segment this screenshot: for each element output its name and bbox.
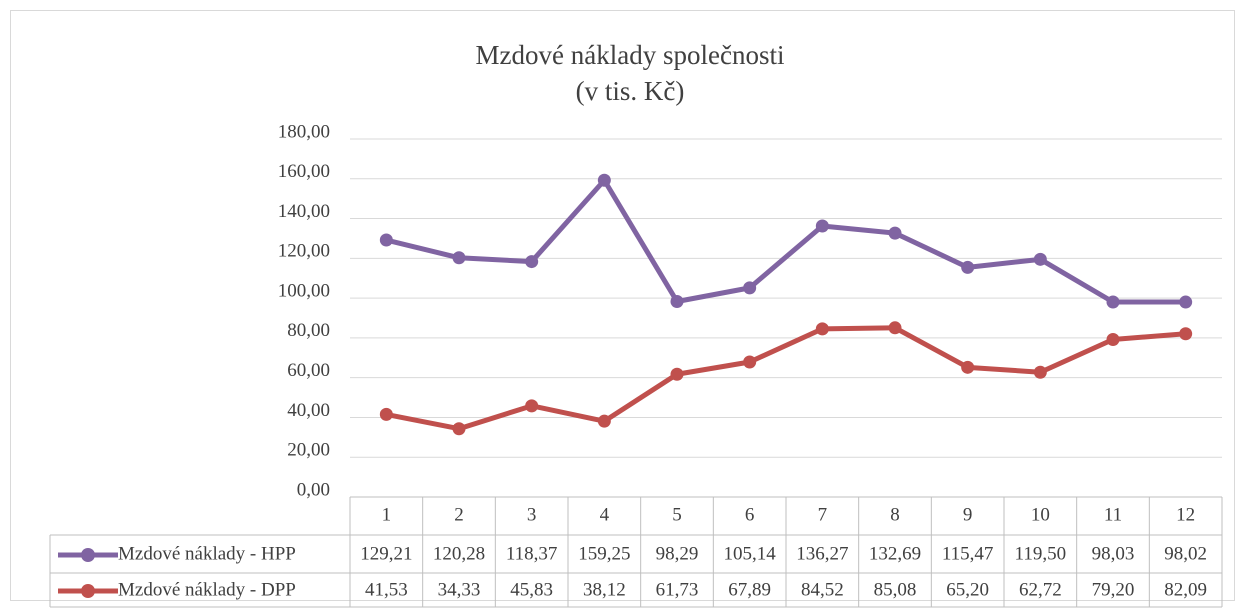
point-marker [961, 360, 975, 374]
data-label: 105,14 [724, 543, 777, 564]
legend-marker [81, 584, 95, 598]
x-tick-label: 1 [382, 504, 392, 525]
data-label: 61,73 [656, 579, 699, 600]
x-tick-label: 7 [818, 504, 828, 525]
data-label: 98,29 [656, 543, 699, 564]
x-tick-label: 12 [1176, 504, 1195, 525]
y-tick-label: 80,00 [287, 320, 330, 341]
chart-title: Mzdové náklady společnosti [476, 40, 785, 70]
x-tick-label: 4 [600, 504, 610, 525]
series-line [385, 325, 1186, 432]
x-tick-label: 8 [890, 504, 900, 525]
data-label: 45,83 [510, 579, 553, 600]
data-label: 41,53 [365, 579, 408, 600]
point-marker [1179, 327, 1193, 341]
y-tick-label: 40,00 [287, 400, 330, 421]
data-label: 119,50 [1015, 543, 1067, 564]
data-label: 98,03 [1092, 543, 1135, 564]
data-label: 98,02 [1164, 543, 1207, 564]
y-tick-label: 160,00 [278, 161, 330, 182]
point-marker [961, 260, 975, 274]
x-tick-label: 6 [745, 504, 755, 525]
point-marker [525, 399, 539, 413]
point-marker [815, 219, 829, 233]
y-tick-label: 140,00 [278, 201, 330, 222]
y-tick-label: 60,00 [287, 360, 330, 381]
data-label: 136,27 [796, 543, 848, 564]
x-tick-label: 9 [963, 504, 973, 525]
point-marker [597, 173, 611, 187]
data-label: 65,20 [946, 579, 989, 600]
data-label: 84,52 [801, 579, 844, 600]
y-tick-label: 100,00 [278, 280, 330, 301]
point-marker [1106, 295, 1120, 309]
data-label: 120,28 [433, 543, 485, 564]
y-tick-label: 120,00 [278, 241, 330, 262]
point-marker [597, 414, 611, 428]
y-tick-label: 20,00 [287, 440, 330, 461]
point-marker [670, 295, 684, 309]
data-label: 118,37 [506, 543, 558, 564]
point-marker [1106, 332, 1120, 346]
point-marker [379, 233, 393, 247]
point-marker [888, 226, 902, 240]
point-marker [743, 281, 757, 295]
point-marker [1033, 252, 1047, 266]
legend-label: Mzdové náklady - HPP [118, 543, 296, 564]
data-label: 159,25 [578, 543, 630, 564]
point-marker [379, 407, 393, 421]
point-marker [525, 255, 539, 269]
chart-subtitle: (v tis. Kč) [576, 76, 685, 106]
series-line [385, 177, 1186, 305]
x-tick-label: 11 [1104, 504, 1122, 525]
data-label: 115,47 [942, 543, 994, 564]
data-label: 34,33 [438, 579, 481, 600]
data-label: 129,21 [360, 543, 412, 564]
data-label: 82,09 [1164, 579, 1207, 600]
data-label: 38,12 [583, 579, 626, 600]
legend-marker [81, 548, 95, 562]
point-marker [452, 422, 466, 436]
point-marker [1179, 295, 1193, 309]
x-tick-label: 2 [454, 504, 464, 525]
data-label: 132,69 [869, 543, 921, 564]
point-marker [452, 251, 466, 265]
legend-label: Mzdové náklady - DPP [118, 579, 296, 600]
point-marker [1033, 365, 1047, 379]
y-tick-label: 0,00 [297, 479, 330, 500]
x-tick-label: 3 [527, 504, 537, 525]
chart-border [10, 10, 1235, 601]
x-tick-label: 10 [1031, 504, 1050, 525]
data-label: 62,72 [1019, 579, 1062, 600]
y-tick-label: 180,00 [278, 121, 330, 142]
point-marker [743, 355, 757, 369]
point-marker [670, 367, 684, 381]
data-label: 79,20 [1092, 579, 1135, 600]
point-marker [888, 321, 902, 335]
data-label: 67,89 [728, 579, 771, 600]
data-label: 85,08 [874, 579, 917, 600]
x-tick-label: 5 [672, 504, 682, 525]
point-marker [815, 322, 829, 336]
